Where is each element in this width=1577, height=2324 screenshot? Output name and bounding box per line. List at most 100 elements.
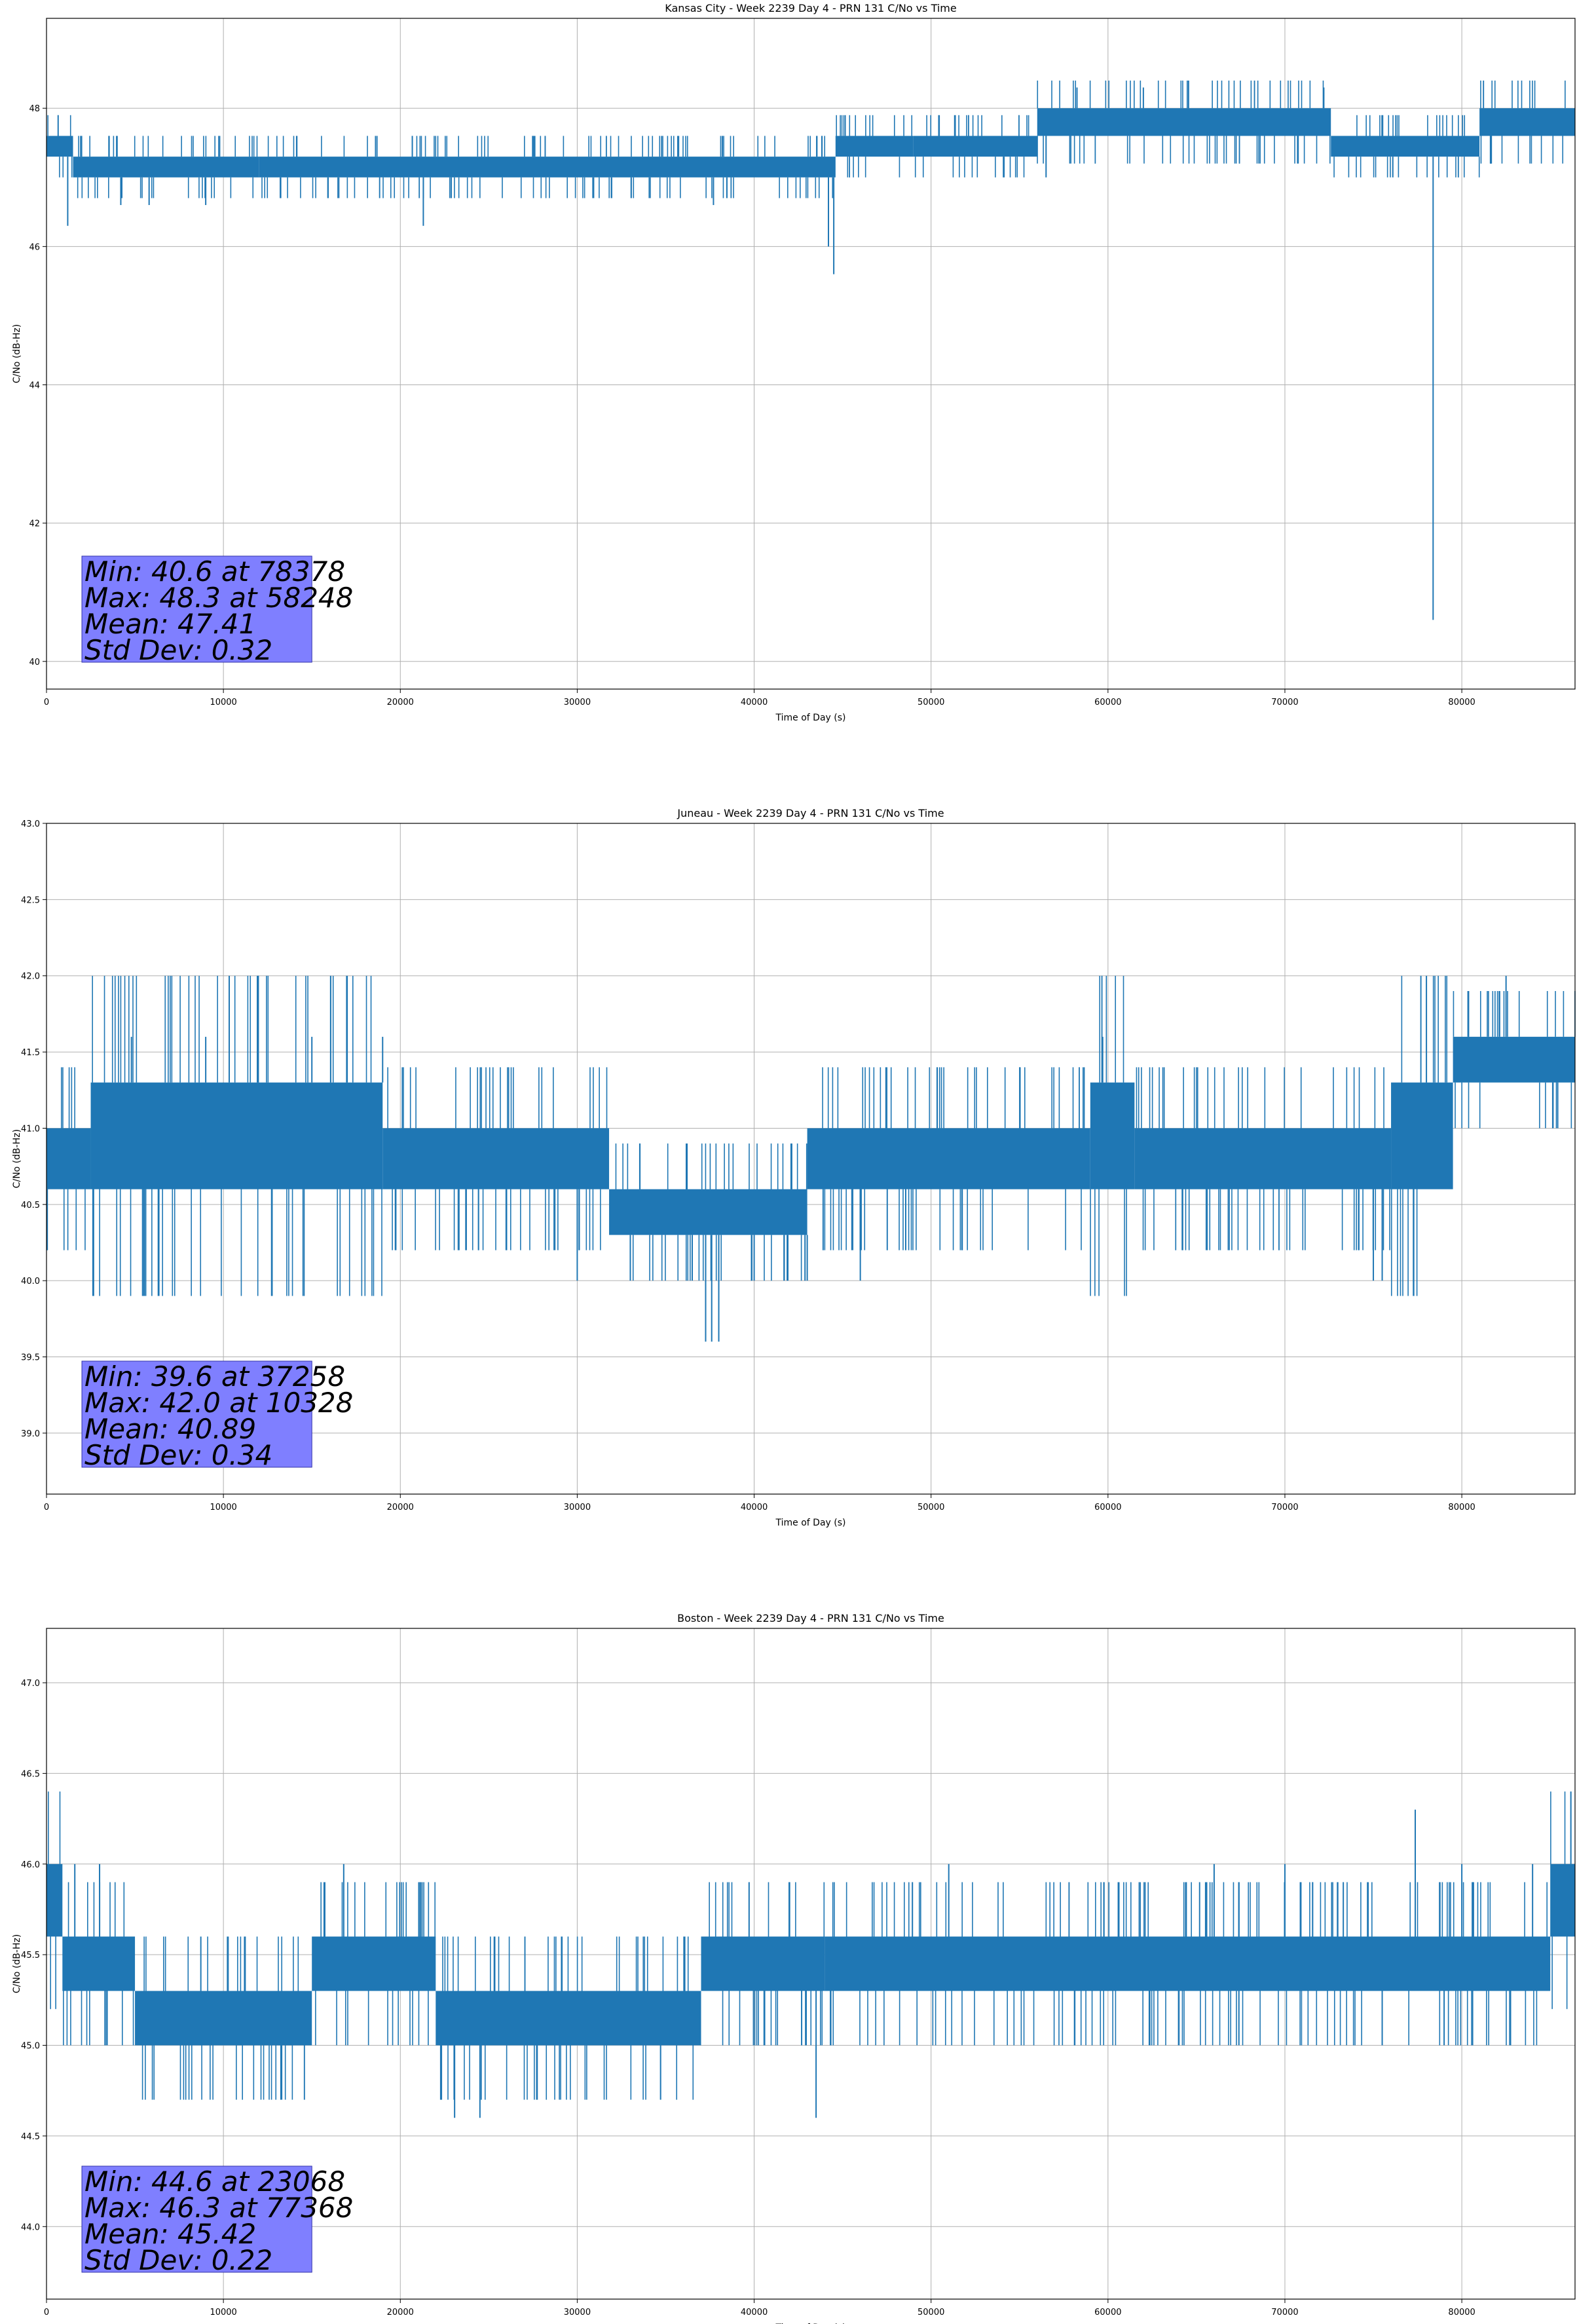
- stats-box: [81, 2165, 312, 2273]
- y-axis-label: C/No (dB-Hz): [12, 1934, 22, 1993]
- y-axis-label: C/No (dB-Hz): [12, 324, 22, 383]
- x-tick-label: 10000: [210, 698, 236, 707]
- x-tick-label: 30000: [564, 698, 591, 707]
- stats-line: Max: 46.3 at 77368: [84, 2192, 353, 2224]
- data-series: [46, 1791, 1575, 2118]
- data-band: [807, 1128, 1090, 1190]
- x-tick-label: 0: [44, 1503, 49, 1512]
- chart-panel-3: 0 10000 20000 30000 40000 50000 60000 70000 8000…: [12, 1612, 1576, 2324]
- x-tick-label: 70000: [1271, 1503, 1298, 1512]
- y-tick-label: 40.5: [21, 1201, 40, 1210]
- x-tick-label: 20000: [387, 698, 414, 707]
- y-tick-label: 42.0: [21, 972, 40, 982]
- x-tick-label: 80000: [1448, 2308, 1475, 2317]
- y-tick-label: 45.0: [21, 2042, 40, 2052]
- y-axis-label: C/No (dB-Hz): [12, 1129, 22, 1188]
- y-tick-label: 46.0: [21, 1860, 40, 1870]
- x-tick-label: 20000: [387, 1503, 414, 1512]
- chart-panel-1: 0 10000 20000 30000 40000 50000 60000 70000 8000…: [12, 2, 1576, 723]
- x-tick-label: 30000: [564, 1503, 591, 1512]
- data-band: [1391, 1082, 1453, 1190]
- x-tick-label: 60000: [1094, 698, 1121, 707]
- data-series: [46, 81, 1575, 620]
- stats-line: Max: 48.3 at 58248: [84, 582, 353, 614]
- y-tick-label: 39.0: [21, 1429, 40, 1439]
- y-tick-label: 44.5: [21, 2132, 40, 2142]
- data-band: [1134, 1128, 1392, 1190]
- y-tick-label: 44.0: [21, 2222, 40, 2232]
- stats-line: Std Dev: 0.34: [84, 1439, 272, 1471]
- y-tick-label: 39.5: [21, 1353, 40, 1363]
- y-tick-label: 45.5: [21, 1951, 40, 1960]
- data-band: [46, 136, 73, 157]
- x-tick-label: 0: [44, 698, 49, 707]
- data-band: [135, 1991, 312, 2046]
- stats-line: Min: 39.6 at 37258: [84, 1360, 345, 1393]
- x-tick-label: 30000: [564, 2308, 591, 2317]
- data-band: [825, 1936, 1551, 1991]
- x-tick-label: 60000: [1094, 1503, 1121, 1512]
- y-tick-label: 43.0: [21, 819, 40, 829]
- y-tick-label: 46.5: [21, 1769, 40, 1779]
- stats-line: Std Dev: 0.32: [84, 634, 272, 666]
- stats-line: Mean: 40.89: [84, 1413, 256, 1445]
- y-tick-label: 40.0: [21, 1277, 40, 1286]
- y-tick-label: 46: [29, 242, 40, 252]
- data-band: [46, 1864, 63, 1937]
- chart-title: Juneau - Week 2239 Day 4 - PRN 131 C/No …: [677, 807, 944, 819]
- chart-panel-2: 0 10000 20000 30000 40000 50000 60000 70000 8000…: [12, 807, 1576, 1528]
- x-axis-label: Time of Day (s): [775, 713, 846, 723]
- x-tick-label: 20000: [387, 2308, 414, 2317]
- stats-line: Min: 44.6 at 23068: [84, 2165, 345, 2198]
- stats-line: Mean: 45.42: [84, 2218, 256, 2250]
- data-band: [259, 157, 836, 178]
- x-tick-label: 50000: [918, 2308, 944, 2317]
- x-tick-label: 50000: [918, 698, 944, 707]
- stats-line: Mean: 47.41: [84, 608, 256, 640]
- data-band: [1453, 1036, 1575, 1083]
- x-axis-label: Time of Day (s): [775, 1518, 846, 1528]
- data-band: [1037, 108, 1331, 136]
- data-band: [90, 1082, 383, 1190]
- data-band: [382, 1128, 610, 1190]
- axes-frame: [46, 18, 1576, 690]
- stats-box: [81, 1360, 312, 1468]
- stats-line: Max: 42.0 at 10328: [84, 1387, 353, 1419]
- data-band: [312, 1936, 436, 1991]
- data-series: [46, 975, 1576, 1342]
- data-band: [701, 1936, 825, 1991]
- x-tick-label: 50000: [918, 1503, 944, 1512]
- data-band: [1479, 108, 1575, 136]
- y-tick-label: 47.0: [21, 1679, 40, 1689]
- y-tick-label: 48: [29, 104, 40, 114]
- stats-line: Std Dev: 0.22: [84, 2244, 272, 2276]
- x-tick-label: 10000: [210, 2308, 236, 2317]
- x-tick-label: 10000: [210, 1503, 236, 1512]
- data-band: [436, 1991, 701, 2046]
- chart-title: Boston - Week 2239 Day 4 - PRN 131 C/No …: [677, 1612, 944, 1624]
- data-band: [73, 157, 259, 178]
- axes-frame: [46, 1628, 1576, 2300]
- x-tick-label: 40000: [741, 698, 768, 707]
- x-tick-label: 60000: [1094, 2308, 1121, 2317]
- data-band: [835, 136, 914, 157]
- x-axis-label: Time of Day (s): [775, 2323, 846, 2324]
- x-tick-label: 80000: [1448, 698, 1475, 707]
- x-tick-label: 40000: [741, 2308, 768, 2317]
- stats-box: [81, 555, 312, 663]
- x-tick-label: 70000: [1271, 2308, 1298, 2317]
- data-band: [913, 136, 1037, 157]
- y-tick-label: 40: [29, 658, 40, 667]
- y-tick-label: 44: [29, 381, 40, 391]
- axes-frame: [46, 823, 1576, 1495]
- data-band: [62, 1936, 136, 1991]
- data-band: [1331, 136, 1480, 157]
- y-tick-label: 42: [29, 519, 40, 529]
- x-tick-label: 70000: [1271, 698, 1298, 707]
- chart-title: Kansas City - Week 2239 Day 4 - PRN 131 …: [665, 2, 956, 14]
- x-tick-label: 40000: [741, 1503, 768, 1512]
- data-band: [1090, 1082, 1135, 1190]
- data-band: [1550, 1864, 1575, 1937]
- x-tick-label: 0: [44, 2308, 49, 2317]
